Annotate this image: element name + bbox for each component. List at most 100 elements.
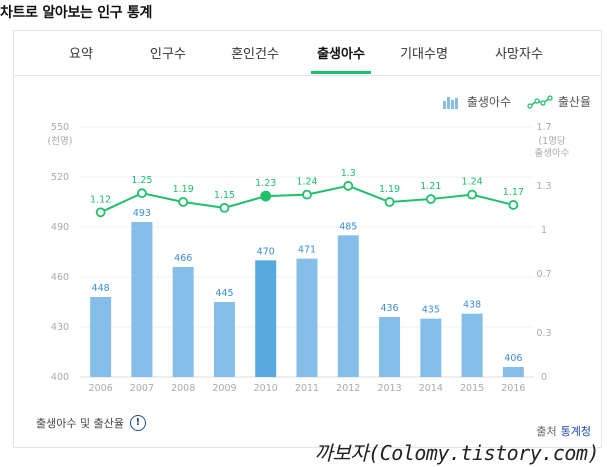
source-label: 출처	[536, 425, 557, 438]
bar-labels: 448 493 466 445 470 471 485 436 435 438 406	[92, 208, 523, 364]
bar-value-label: 471	[298, 245, 316, 256]
bar-value-label: 445	[215, 288, 233, 299]
bar	[461, 313, 483, 377]
rate-point	[219, 202, 230, 213]
rate-value-label: 1.19	[379, 184, 400, 195]
chart-note-text: 출생아수 및 출산율	[36, 417, 124, 430]
tab-births[interactable]: 출생아수	[317, 47, 365, 62]
right-tick-label: 1	[541, 225, 547, 236]
source-link[interactable]: 통계청	[560, 425, 591, 438]
legend-bars[interactable]: 출생아수	[442, 93, 511, 110]
rate-value-label: 1.12	[90, 194, 111, 205]
tab-summary[interactable]: 요약	[69, 47, 93, 62]
right-unit-label: (1명당	[538, 136, 565, 147]
x-tick-label: 2014	[419, 383, 443, 394]
bar-value-label: 470	[257, 246, 275, 257]
x-tick-label: 2007	[130, 383, 154, 394]
rate-point	[508, 200, 519, 210]
page-title: 차트로 알아보는 인구 통계	[0, 5, 153, 21]
rate-value-label: 1.23	[255, 178, 276, 189]
watermark: 까보자(Colomy.tistory.com)	[314, 441, 599, 465]
legend-line[interactable]: 출산율	[527, 93, 591, 110]
legend-line-label: 출산율	[557, 95, 591, 109]
rate-points	[95, 180, 519, 218]
bar-value-label: 493	[133, 208, 151, 219]
x-tick-label: 2006	[89, 383, 113, 394]
x-tick-label: 2015	[460, 383, 484, 394]
left-tick-label: 430	[51, 322, 69, 333]
tab-life-expectancy[interactable]: 기대수명	[400, 47, 448, 62]
rate-value-label: 1.25	[131, 175, 152, 186]
rate-point	[302, 189, 312, 200]
bar	[213, 302, 235, 377]
bar	[502, 367, 524, 377]
bar	[337, 235, 359, 377]
legend-bars-label: 출생아수	[466, 95, 512, 109]
rate-value-label: 1.24	[296, 177, 317, 188]
left-tick-label: 520	[51, 172, 69, 183]
rate-value-label: 1.3	[341, 168, 356, 179]
tab-bar: 요약 인구수 혼인건수 출생아수 기대수명 사망자수	[14, 31, 601, 76]
info-icon[interactable]: !	[129, 415, 146, 431]
left-tick-label: 400	[51, 372, 69, 383]
left-unit-label: (천명)	[48, 136, 73, 147]
right-unit-label: 출생아수	[535, 148, 570, 159]
x-tick-label: 2009	[212, 383, 236, 394]
rate-value-label: 1.24	[462, 177, 483, 188]
bar	[255, 260, 277, 377]
line-chart-icon	[527, 94, 553, 109]
bar-value-label: 485	[339, 221, 357, 232]
rate-point	[467, 189, 477, 200]
bar	[296, 258, 318, 377]
bar	[379, 317, 401, 377]
x-axis-labels: 2006 2007 2008 2009 2010 2011 2012 2013 2014 2015…	[89, 383, 526, 394]
bar	[420, 318, 442, 377]
rate-point	[384, 197, 395, 207]
chart-legend: 출생아수 출산율	[430, 93, 591, 113]
left-axis: 400 430 460 490 520 550 (천명)	[48, 122, 73, 383]
rate-value-label: 1.19	[173, 184, 194, 195]
tab-population[interactable]: 인구수	[150, 47, 186, 62]
right-tick-label: 0.7	[536, 269, 551, 280]
bar	[131, 222, 153, 377]
x-tick-label: 2011	[295, 383, 319, 394]
tab-marriages[interactable]: 혼인건수	[231, 47, 279, 62]
rate-point	[178, 197, 189, 207]
x-tick-label: 2012	[336, 383, 360, 394]
right-tick-label: 1.7	[536, 122, 551, 133]
rate-labels: 1.12 1.25 1.19 1.15 1.23 1.24 1.3 1.19 1.21 1.24 1…	[90, 168, 524, 205]
right-tick-label: 0	[541, 372, 547, 383]
bar-value-label: 466	[174, 253, 192, 264]
left-tick-label: 490	[51, 222, 69, 233]
rate-point	[137, 188, 147, 199]
left-tick-label: 550	[51, 122, 69, 133]
chart-note: 출생아수 및 출산율 !	[36, 415, 146, 431]
left-tick-label: 460	[51, 272, 69, 283]
bar-value-label: 406	[504, 353, 522, 364]
x-tick-label: 2010	[254, 383, 278, 394]
rate-value-label: 1.21	[420, 181, 441, 192]
rate-point	[425, 194, 436, 204]
rate-point	[95, 207, 106, 218]
rate-value-label: 1.17	[503, 187, 524, 198]
active-tab-indicator	[311, 71, 371, 74]
chart-card: 요약 인구수 혼인건수 출생아수 기대수명 사망자수 출생아수	[13, 30, 602, 448]
births-chart: 400 430 460 490 520 550 (천명) 0 0.3 0.7 1 1.3 1.7 (1명…	[48, 122, 570, 394]
rate-point	[343, 180, 354, 191]
bar-chart-icon	[442, 96, 458, 109]
bar-value-label: 436	[380, 303, 398, 314]
bar-value-label: 435	[422, 305, 440, 316]
tab-deaths[interactable]: 사망자수	[495, 47, 543, 62]
x-tick-label: 2016	[501, 383, 525, 394]
bar-value-label: 438	[463, 300, 481, 311]
bar-value-label: 448	[92, 283, 110, 294]
rate-point	[260, 190, 272, 202]
bar	[172, 267, 194, 377]
bars	[90, 222, 524, 377]
source-info: 출처 통계청	[536, 423, 591, 439]
right-tick-label: 1.3	[536, 181, 551, 192]
bar	[90, 297, 112, 377]
x-tick-label: 2013	[377, 383, 401, 394]
x-tick-label: 2008	[171, 383, 195, 394]
